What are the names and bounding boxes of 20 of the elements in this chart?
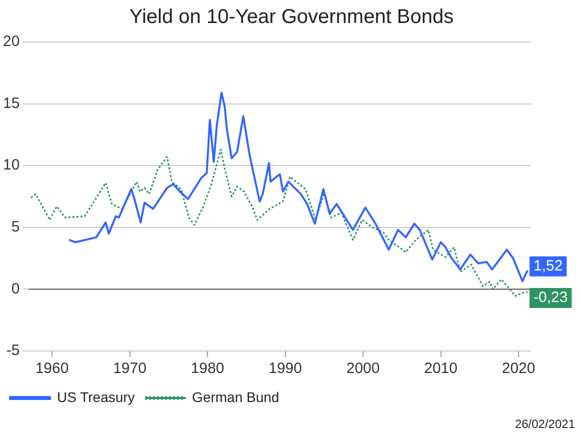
annotation: -0,23 [534, 289, 568, 306]
y-tick-label: 0 [11, 280, 20, 298]
line-series [30, 148, 528, 297]
y-tick-label: 15 [2, 94, 20, 112]
x-tick-label: 1970 [113, 360, 146, 378]
x-tick-label: 2020 [502, 360, 536, 378]
y-tick-label: -5 [6, 342, 20, 360]
x-tick-label: 2000 [346, 360, 380, 378]
legend-label: German Bund [192, 388, 280, 405]
x-tick-label: 1980 [190, 360, 224, 378]
annotation: 1,52 [534, 258, 563, 275]
y-tick-label: 20 [2, 33, 20, 50]
text: 26/02/2021 [514, 417, 575, 431]
y-tick-label: 5 [11, 218, 20, 236]
x-tick-label: 1960 [35, 360, 69, 378]
x-tick-label: 2010 [424, 360, 458, 378]
y-tick-label: 10 [2, 156, 20, 174]
chart-title: Yield on 10-Year Government Bonds [128, 6, 455, 29]
x-tick-label: 1990 [268, 360, 302, 378]
legend-label: US Treasury [57, 388, 135, 405]
